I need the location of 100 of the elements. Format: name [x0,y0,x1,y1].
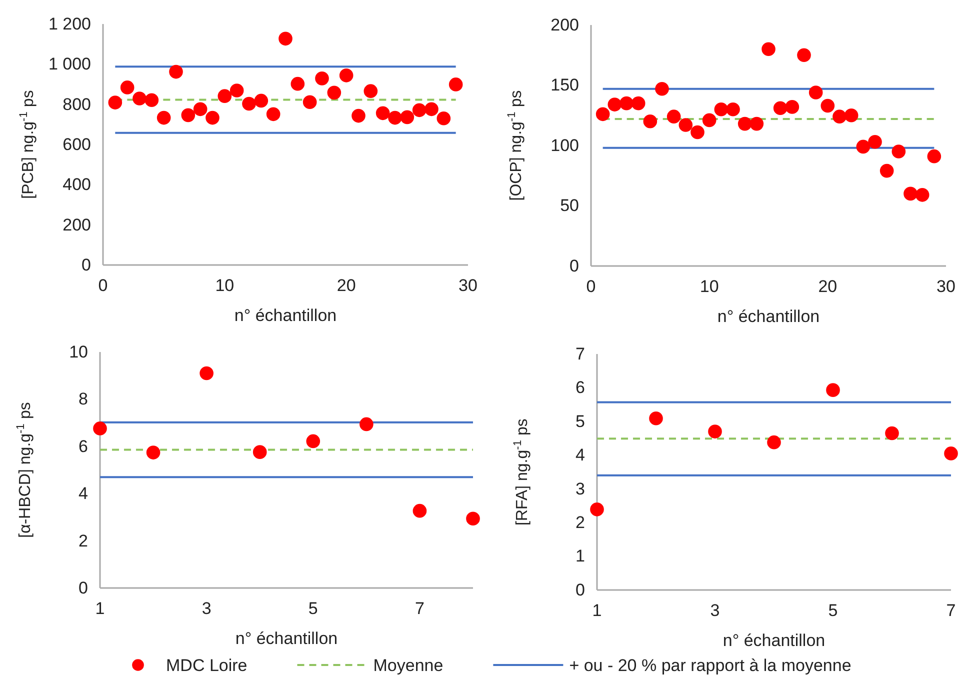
point [738,116,752,131]
y-tick-label: 0 [78,578,88,598]
point [306,434,320,448]
point [302,95,317,110]
x-tick-label: 10 [700,277,719,296]
point [376,106,390,120]
point [620,96,634,110]
point [327,86,342,100]
legend-label: MDC Loire [166,656,248,675]
x-tick-label: 1 [95,599,105,618]
point [702,113,716,128]
x-tick-label: 5 [308,599,318,618]
y-tick-label: 10 [69,342,88,362]
legend-label: + ou - 20 % par rapport à la moyenne [569,656,852,675]
point [466,512,480,526]
point [200,366,214,380]
y-tick-label: 4 [78,484,88,504]
point [655,82,669,96]
point [892,144,906,158]
point [339,68,354,82]
point [266,107,280,122]
point [144,93,159,108]
point [400,110,414,124]
y-tick-label: 200 [62,215,91,234]
point [944,446,958,460]
point [808,86,823,100]
x-axis-title: n° échantillon [235,629,338,648]
y-tick-label: 150 [550,76,579,95]
point [230,84,244,98]
x-tick-label: 5 [828,601,838,620]
y-tick-label: 600 [62,134,91,154]
y-tick-label: 1 000 [48,54,91,74]
x-tick-label: 3 [710,601,720,620]
x-tick-label: 7 [414,599,424,618]
point [844,108,858,122]
y-tick-label: 1 [576,546,585,566]
point [868,134,882,149]
point [360,417,374,432]
point [132,92,146,106]
y-tick-label: 4 [576,446,585,465]
point [714,102,728,116]
y-tick-label: 2 [576,513,585,532]
y-tick-label: 5 [576,412,585,431]
point [643,114,658,128]
y-tick-label: 6 [78,436,88,456]
point [820,98,835,113]
y-tick-label: 400 [62,175,91,194]
point [608,98,622,112]
x-tick-label: 30 [936,277,956,296]
point [388,110,402,125]
point [206,110,220,125]
y-tick-label: 0 [570,256,579,276]
point [120,80,134,94]
y-tick-label: 50 [560,196,579,216]
point [773,101,788,116]
point [242,96,256,111]
point [364,84,378,98]
point [254,94,268,108]
y-tick-label: 200 [550,15,579,34]
point [156,110,171,125]
point [904,186,918,201]
y-tick-label: 0 [576,580,585,600]
y-tick-label: 0 [82,255,91,274]
x-tick-label: 30 [458,276,478,296]
x-axis-title: n° échantillon [722,631,826,650]
point [750,116,764,131]
point [927,149,942,164]
point [631,96,646,110]
point [885,426,899,440]
y-tick-label: 8 [78,390,88,409]
point [290,76,305,91]
point [424,102,438,116]
point [596,107,610,122]
point [797,48,811,62]
point [726,102,740,116]
point [108,96,122,110]
point [832,110,846,124]
point [826,383,840,397]
x-axis-title: n° échantillon [717,307,820,326]
x-tick-label: 3 [202,599,212,618]
point [146,446,160,460]
y-tick-label: 100 [550,136,579,155]
point [352,108,366,123]
point [218,89,232,103]
y-tick-label: 1 200 [48,14,91,34]
legend-label: Moyenne [373,656,444,675]
x-tick-label: 20 [818,277,838,296]
point [169,64,183,79]
x-tick-label: 10 [215,276,234,296]
point [590,502,604,516]
point [767,435,781,450]
point [448,78,463,92]
point [762,42,776,56]
point [708,424,722,438]
point [193,102,208,116]
point [181,108,196,122]
y-tick-label: 3 [576,479,585,498]
x-tick-label: 0 [98,276,108,296]
x-tick-label: 1 [592,601,602,620]
point [412,103,426,118]
